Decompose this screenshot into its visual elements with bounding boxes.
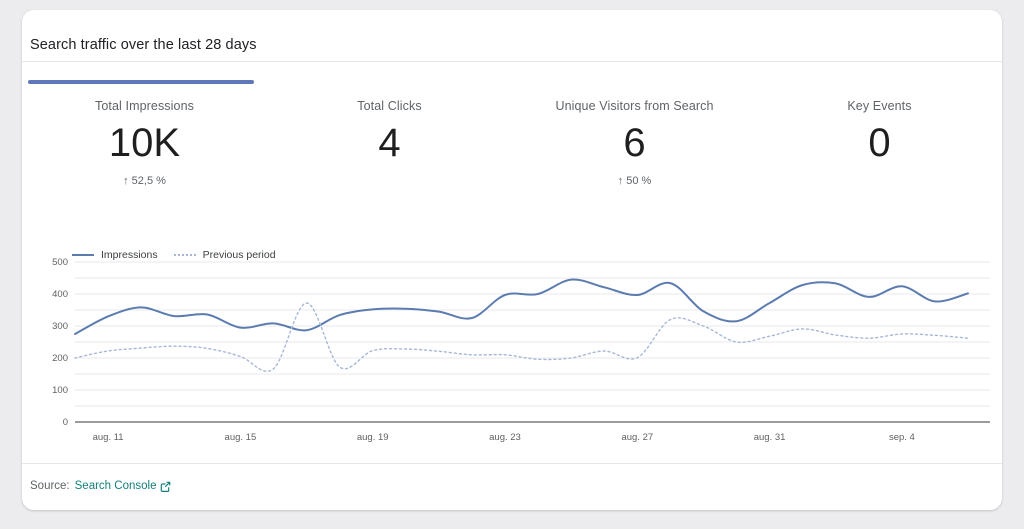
metric-label: Key Events — [847, 99, 912, 113]
metric-delta: ↑ 50 % — [617, 175, 652, 187]
svg-text:300: 300 — [52, 321, 68, 332]
metric-tab-total-impressions[interactable]: Total Impressions 10K ↑ 52,5 % — [22, 99, 267, 188]
metric-delta — [757, 175, 1002, 188]
metric-value: 10K — [108, 121, 181, 165]
metric-label: Total Clicks — [357, 99, 422, 113]
svg-text:400: 400 — [52, 289, 68, 300]
svg-text:aug. 31: aug. 31 — [754, 432, 786, 443]
metric-tab-key-events[interactable]: Key Events 0 — [757, 99, 1002, 188]
metrics-row: Total Impressions 10K ↑ 52,5 % Total Cli… — [22, 99, 1002, 188]
svg-text:aug. 27: aug. 27 — [621, 432, 653, 443]
chart-legend: Impressions Previous period — [72, 249, 276, 261]
search-console-link[interactable]: Search Console — [75, 480, 172, 492]
legend-label: Impressions — [101, 249, 158, 261]
impressions-line-swatch — [72, 254, 94, 256]
source-label: Source: — [30, 480, 70, 492]
legend-item-impressions[interactable]: Impressions — [72, 249, 158, 261]
metric-label: Total Impressions — [95, 99, 194, 113]
metric-label: Unique Visitors from Search — [555, 99, 714, 113]
search-traffic-card: Search traffic over the last 28 days Tot… — [22, 10, 1002, 510]
metric-value: 6 — [623, 121, 646, 165]
svg-text:200: 200 — [52, 353, 68, 364]
legend-item-previous-period[interactable]: Previous period — [173, 249, 276, 261]
svg-text:100: 100 — [52, 385, 68, 396]
traffic-chart[interactable]: 0 100 200 300 400 500 aug. 11 aug. 15 aug. 19 aug… — [22, 250, 1002, 455]
metric-value: 0 — [868, 121, 891, 165]
svg-text:0: 0 — [63, 417, 68, 428]
page-title: Search traffic over the last 28 days — [30, 37, 257, 53]
svg-text:aug. 15: aug. 15 — [225, 432, 257, 443]
svg-text:aug. 23: aug. 23 — [489, 432, 521, 443]
svg-text:aug. 19: aug. 19 — [357, 432, 389, 443]
metric-tab-unique-visitors[interactable]: Unique Visitors from Search 6 ↑ 50 % — [512, 99, 757, 188]
source-row: Source: Search Console — [30, 480, 171, 492]
svg-text:aug. 11: aug. 11 — [93, 432, 124, 443]
footer-divider — [22, 463, 1002, 464]
metric-value: 4 — [378, 121, 401, 165]
svg-text:500: 500 — [52, 257, 68, 268]
previous-period-line-swatch — [173, 254, 196, 256]
metric-delta: ↑ 52,5 % — [123, 175, 166, 187]
metric-delta — [267, 175, 512, 188]
svg-text:sep. 4: sep. 4 — [889, 432, 915, 443]
external-link-icon — [161, 481, 171, 492]
header-divider — [22, 61, 1002, 62]
metric-tab-total-clicks[interactable]: Total Clicks 4 — [267, 99, 512, 188]
source-link-label: Search Console — [74, 480, 157, 492]
legend-label: Previous period — [202, 249, 276, 261]
selected-metric-indicator — [28, 80, 254, 84]
